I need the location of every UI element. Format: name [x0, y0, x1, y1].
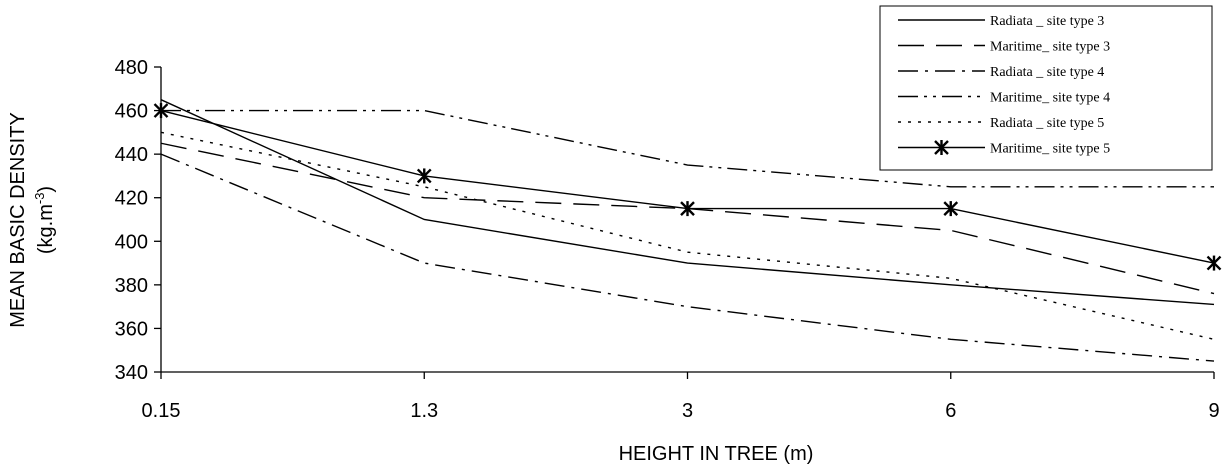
y-tick-label: 420 [115, 188, 148, 210]
y-axis-unit-close: ) [35, 186, 57, 193]
legend-label: Radiata _ site type 5 [990, 116, 1104, 131]
legend-item: Maritime_ site type 3 [898, 40, 1110, 55]
data-point-marker [153, 103, 169, 119]
y-axis-title-main: MEAN BASIC DENSITY [7, 112, 29, 328]
series-5 [160, 131, 1215, 341]
series-line [160, 131, 1215, 341]
x-axis-title: HEIGHT IN TREE (m) [619, 443, 814, 465]
data-point-marker [680, 201, 695, 217]
series-line [161, 109, 1214, 188]
x-tick-label: 9 [1208, 400, 1219, 422]
series-6 [153, 103, 1222, 271]
svg-text:(kg.m-3): (kg.m-3) [32, 186, 57, 254]
data-point-marker [416, 168, 432, 184]
y-tick-label: 440 [115, 144, 148, 166]
legend-label: Radiata _ site type 3 [990, 14, 1104, 29]
legend: Radiata _ site type 3 Maritime_ site type… [879, 5, 1213, 171]
y-axis-unit: (kg.m-3) [32, 186, 57, 254]
y-tick-label: 380 [115, 275, 148, 297]
axes: 340 360 380 400 420 440 460 480 0.15 1.3 3 6 9 [115, 57, 1220, 422]
legend-item: Radiata _ site type 3 [898, 14, 1104, 29]
y-tick-label: 400 [115, 231, 148, 253]
series-line [160, 153, 1215, 362]
legend-marker [934, 140, 949, 155]
legend-label: Radiata _ site type 4 [990, 65, 1104, 80]
x-tick-label: 0.15 [142, 400, 181, 422]
legend-item: Radiata _ site type 4 [898, 65, 1104, 80]
y-tick-label: 480 [115, 57, 148, 79]
series-4 [161, 109, 1214, 188]
y-tick-label: 340 [115, 362, 148, 384]
legend-label: Maritime_ site type 5 [990, 142, 1110, 157]
x-tick-label: 1.3 [410, 400, 438, 422]
y-axis-unit-text: (kg.m [35, 204, 57, 254]
series-1 [160, 99, 1215, 306]
y-tick-label: 460 [115, 101, 148, 123]
data-point-marker [1206, 255, 1222, 271]
x-tick-label: 3 [682, 400, 693, 422]
series-3 [160, 153, 1215, 362]
series-line [160, 99, 1215, 306]
data-point-marker [943, 201, 959, 217]
legend-item: Maritime_ site type 5 [898, 140, 1110, 157]
y-tick-label: 360 [115, 318, 148, 340]
series-layer [153, 99, 1222, 362]
legend-label: Maritime_ site type 4 [990, 91, 1110, 106]
x-tick-label: 6 [945, 400, 956, 422]
legend-item: Radiata _ site type 5 [898, 116, 1104, 131]
legend-item: Maritime_ site type 4 [898, 91, 1110, 106]
y-axis-title: MEAN BASIC DENSITY [7, 112, 29, 328]
y-axis-unit-exponent: -3 [32, 193, 47, 205]
legend-label: Maritime_ site type 3 [990, 40, 1110, 55]
